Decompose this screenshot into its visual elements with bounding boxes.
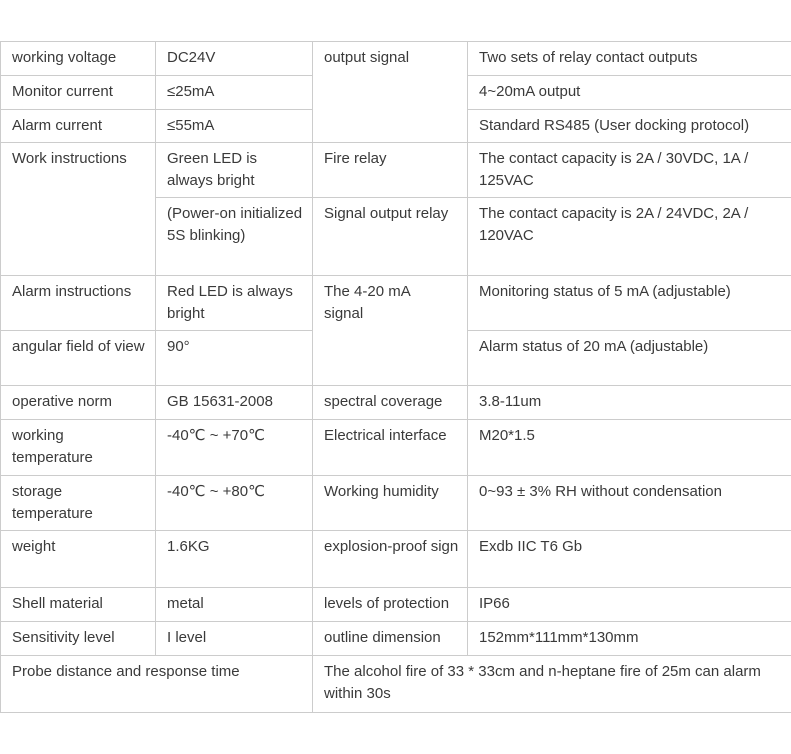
value-weight: 1.6KG [155, 530, 313, 588]
value-output-signal-1: Two sets of relay contact outputs [467, 41, 791, 76]
label-electrical-interface: Electrical interface [312, 419, 468, 476]
label-fire-relay: Fire relay [312, 142, 468, 198]
spec-table: working voltage DC24V output signal Two … [0, 41, 791, 713]
label-working-voltage: working voltage [0, 41, 156, 76]
value-work-instructions-1: Green LED is always bright [155, 142, 313, 198]
value-operative-norm: GB 15631-2008 [155, 385, 313, 420]
label-output-signal: output signal [312, 41, 468, 143]
value-probe-distance-response-time: The alcohol fire of 33 * 33cm and n-hept… [312, 655, 791, 713]
value-monitor-current: ≤25mA [155, 75, 313, 110]
value-sensitivity-level: I level [155, 621, 313, 656]
value-outline-dimension: 152mm*111mm*130mm [467, 621, 791, 656]
label-sensitivity-level: Sensitivity level [0, 621, 156, 656]
label-working-temperature: working temperature [0, 419, 156, 476]
label-angular-field-of-view: angular field of view [0, 330, 156, 386]
value-signal-output-relay: The contact capacity is 2A / 24VDC, 2A /… [467, 197, 791, 276]
value-working-temperature: -40℃ ~ +70℃ [155, 419, 313, 476]
value-alarm-instructions: Red LED is always bright [155, 275, 313, 331]
value-electrical-interface: M20*1.5 [467, 419, 791, 476]
label-outline-dimension: outline dimension [312, 621, 468, 656]
label-weight: weight [0, 530, 156, 588]
value-storage-temperature: -40℃ ~ +80℃ [155, 475, 313, 531]
value-working-voltage: DC24V [155, 41, 313, 76]
label-monitor-current: Monitor current [0, 75, 156, 110]
value-working-humidity: 0~93 ± 3% RH without condensation [467, 475, 791, 531]
label-4-20ma-signal: The 4-20 mA signal [312, 275, 468, 386]
value-4-20ma-signal-1: Monitoring status of 5 mA (adjustable) [467, 275, 791, 331]
value-angular-field-of-view: 90° [155, 330, 313, 386]
label-alarm-current: Alarm current [0, 109, 156, 143]
value-alarm-current: ≤55mA [155, 109, 313, 143]
label-shell-material: Shell material [0, 587, 156, 622]
label-levels-of-protection: levels of protection [312, 587, 468, 622]
value-fire-relay: The contact capacity is 2A / 30VDC, 1A /… [467, 142, 791, 198]
label-signal-output-relay: Signal output relay [312, 197, 468, 276]
value-levels-of-protection: IP66 [467, 587, 791, 622]
label-spectral-coverage: spectral coverage [312, 385, 468, 420]
label-explosion-proof-sign: explosion-proof sign [312, 530, 468, 588]
value-work-instructions-2: (Power-on initialized 5S blinking) [155, 197, 313, 276]
label-storage-temperature: storage temperature [0, 475, 156, 531]
label-work-instructions: Work instructions [0, 142, 156, 276]
value-4-20ma-signal-2: Alarm status of 20 mA (adjustable) [467, 330, 791, 386]
label-working-humidity: Working humidity [312, 475, 468, 531]
value-output-signal-2: 4~20mA output [467, 75, 791, 110]
label-alarm-instructions: Alarm instructions [0, 275, 156, 331]
value-output-signal-3: Standard RS485 (User docking protocol) [467, 109, 791, 143]
value-explosion-proof-sign: Exdb IIC T6 Gb [467, 530, 791, 588]
value-shell-material: metal [155, 587, 313, 622]
label-probe-distance-response-time: Probe distance and response time [0, 655, 313, 713]
value-spectral-coverage: 3.8-11um [467, 385, 791, 420]
label-operative-norm: operative norm [0, 385, 156, 420]
